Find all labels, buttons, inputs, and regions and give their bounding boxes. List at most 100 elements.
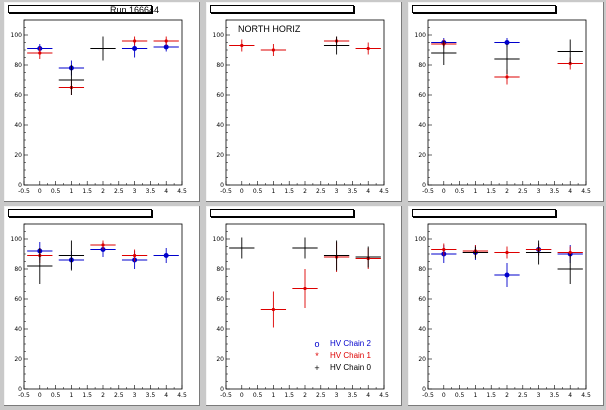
star-marker bbox=[303, 286, 307, 291]
series-chain0 bbox=[27, 240, 85, 284]
y-tick-label: 40 bbox=[418, 326, 426, 333]
y-tick-label: 60 bbox=[14, 92, 22, 99]
x-tick-label: -0.5 bbox=[422, 392, 434, 399]
pad-title-box bbox=[210, 209, 354, 217]
x-tick-label: 2.5 bbox=[518, 392, 528, 399]
x-tick-label: 4.5 bbox=[379, 188, 389, 195]
x-tick-label: 4.5 bbox=[379, 392, 389, 399]
pad-title-box bbox=[210, 5, 354, 13]
x-tick-label: 4.5 bbox=[177, 188, 187, 195]
data-point bbox=[260, 291, 287, 328]
x-tick-label: 1 bbox=[473, 392, 477, 399]
pad-2: NORTH HORIZ -0.5 0 0.5 1 1.5 2 2.5 3 3.5 4 4.5 0 20 4… bbox=[206, 2, 402, 202]
data-point bbox=[355, 246, 381, 268]
y-tick-label: 60 bbox=[216, 92, 224, 99]
pad-title-box bbox=[412, 209, 556, 217]
x-tick-label: 4 bbox=[366, 188, 370, 195]
x-tick-label: 4.5 bbox=[177, 392, 187, 399]
data-point bbox=[90, 36, 116, 61]
x-tick-label: 1 bbox=[473, 188, 477, 195]
x-tick-label: 1 bbox=[271, 188, 275, 195]
series-chain1 bbox=[260, 242, 381, 328]
star-marker bbox=[271, 48, 275, 52]
x-tick-label: 2.5 bbox=[316, 392, 326, 399]
circle-marker bbox=[163, 44, 169, 50]
data-point bbox=[229, 237, 255, 259]
pad-3: -0.5 0 0.5 1 1.5 2 2.5 3 3.5 4 4.5 0 20 40 60 80 100 bbox=[408, 2, 604, 202]
legend-label: HV Chain 2 bbox=[330, 339, 371, 348]
y-tick-label: 0 bbox=[220, 386, 224, 393]
x-tick-label: 3.5 bbox=[146, 392, 156, 399]
star-marker bbox=[505, 250, 509, 255]
legend-item-chain2: o HV Chain 2 bbox=[310, 339, 390, 350]
star-marker bbox=[568, 61, 572, 66]
data-point bbox=[355, 42, 381, 55]
data-point bbox=[58, 240, 85, 271]
star-marker bbox=[442, 247, 446, 252]
y-tick-label: 80 bbox=[216, 266, 224, 273]
data-point bbox=[27, 248, 53, 284]
star-marker bbox=[133, 39, 137, 43]
x-tick-label: 2 bbox=[303, 188, 307, 195]
x-tick-label: 2.5 bbox=[316, 188, 326, 195]
x-tick-label: -0.5 bbox=[220, 188, 232, 195]
y-tick-label: 60 bbox=[14, 296, 22, 303]
y-tick-label: 0 bbox=[220, 182, 224, 189]
y-tick-label: 20 bbox=[14, 152, 22, 159]
x-tick-label: 3 bbox=[537, 392, 541, 399]
y-tick-label: 100 bbox=[11, 236, 23, 243]
y-tick-label: 80 bbox=[418, 62, 426, 69]
x-tick-label: 0.5 bbox=[253, 188, 263, 195]
series-chain0 bbox=[229, 237, 381, 271]
x-tick-label: 0.5 bbox=[455, 392, 465, 399]
series-chain0 bbox=[323, 36, 350, 55]
x-tick-label: 0 bbox=[240, 392, 244, 399]
data-point bbox=[153, 248, 179, 263]
y-tick-label: 100 bbox=[415, 236, 427, 243]
x-tick-label: -0.5 bbox=[220, 392, 232, 399]
x-tick-label: 0 bbox=[442, 392, 446, 399]
pad-title-box bbox=[412, 5, 556, 13]
x-tick-label: 4 bbox=[366, 392, 370, 399]
data-point bbox=[494, 246, 520, 259]
star-marker bbox=[38, 51, 42, 55]
x-tick-label: 3.5 bbox=[348, 188, 358, 195]
star-marker bbox=[133, 253, 137, 258]
y-tick-label: 40 bbox=[216, 326, 224, 333]
circle-marker bbox=[504, 272, 510, 278]
x-tick-label: 3 bbox=[133, 392, 137, 399]
x-tick-label: 3.5 bbox=[348, 392, 358, 399]
pad-5: -0.5 0 0.5 1 1.5 2 2.5 3 3.5 4 4.5 0 20 40 60 80 100 o H… bbox=[206, 206, 402, 406]
y-tick-label: 80 bbox=[14, 266, 22, 273]
y-tick-label: 0 bbox=[18, 182, 22, 189]
x-tick-label: 4 bbox=[164, 392, 168, 399]
data-point bbox=[323, 240, 350, 271]
y-tick-label: 80 bbox=[216, 62, 224, 69]
data-point bbox=[260, 44, 287, 56]
circle-marker-icon: o bbox=[314, 339, 320, 349]
x-tick-label: -0.5 bbox=[18, 392, 30, 399]
y-tick-label: 100 bbox=[213, 32, 225, 39]
x-tick-label: 1.5 bbox=[486, 188, 496, 195]
y-tick-label: 20 bbox=[418, 356, 426, 363]
legend-label: HV Chain 1 bbox=[330, 351, 371, 360]
pad-6: -0.5 0 0.5 1 1.5 2 2.5 3 3.5 4 4.5 0 20 40 60 80 100 bbox=[408, 206, 604, 406]
circle-marker bbox=[504, 40, 510, 45]
x-tick-label: -0.5 bbox=[422, 188, 434, 195]
x-tick-label: 0 bbox=[442, 188, 446, 195]
y-tick-label: 0 bbox=[422, 182, 426, 189]
x-tick-label: 2 bbox=[505, 392, 509, 399]
y-tick-label: 80 bbox=[418, 266, 426, 273]
pad-1: Run 166644 -0.5 0 0.5 1 1.5 2 2.5 3 3.5 4 4.5 0 20 40… bbox=[4, 2, 200, 202]
x-tick-label: 2.5 bbox=[518, 188, 528, 195]
y-tick-label: 40 bbox=[418, 122, 426, 129]
x-tick-label: 0.5 bbox=[455, 188, 465, 195]
data-point bbox=[229, 39, 255, 52]
data-point bbox=[557, 39, 583, 64]
star-marker bbox=[505, 75, 509, 79]
legend-item-chain1: * HV Chain 1 bbox=[310, 351, 390, 362]
y-tick-label: 0 bbox=[18, 386, 22, 393]
